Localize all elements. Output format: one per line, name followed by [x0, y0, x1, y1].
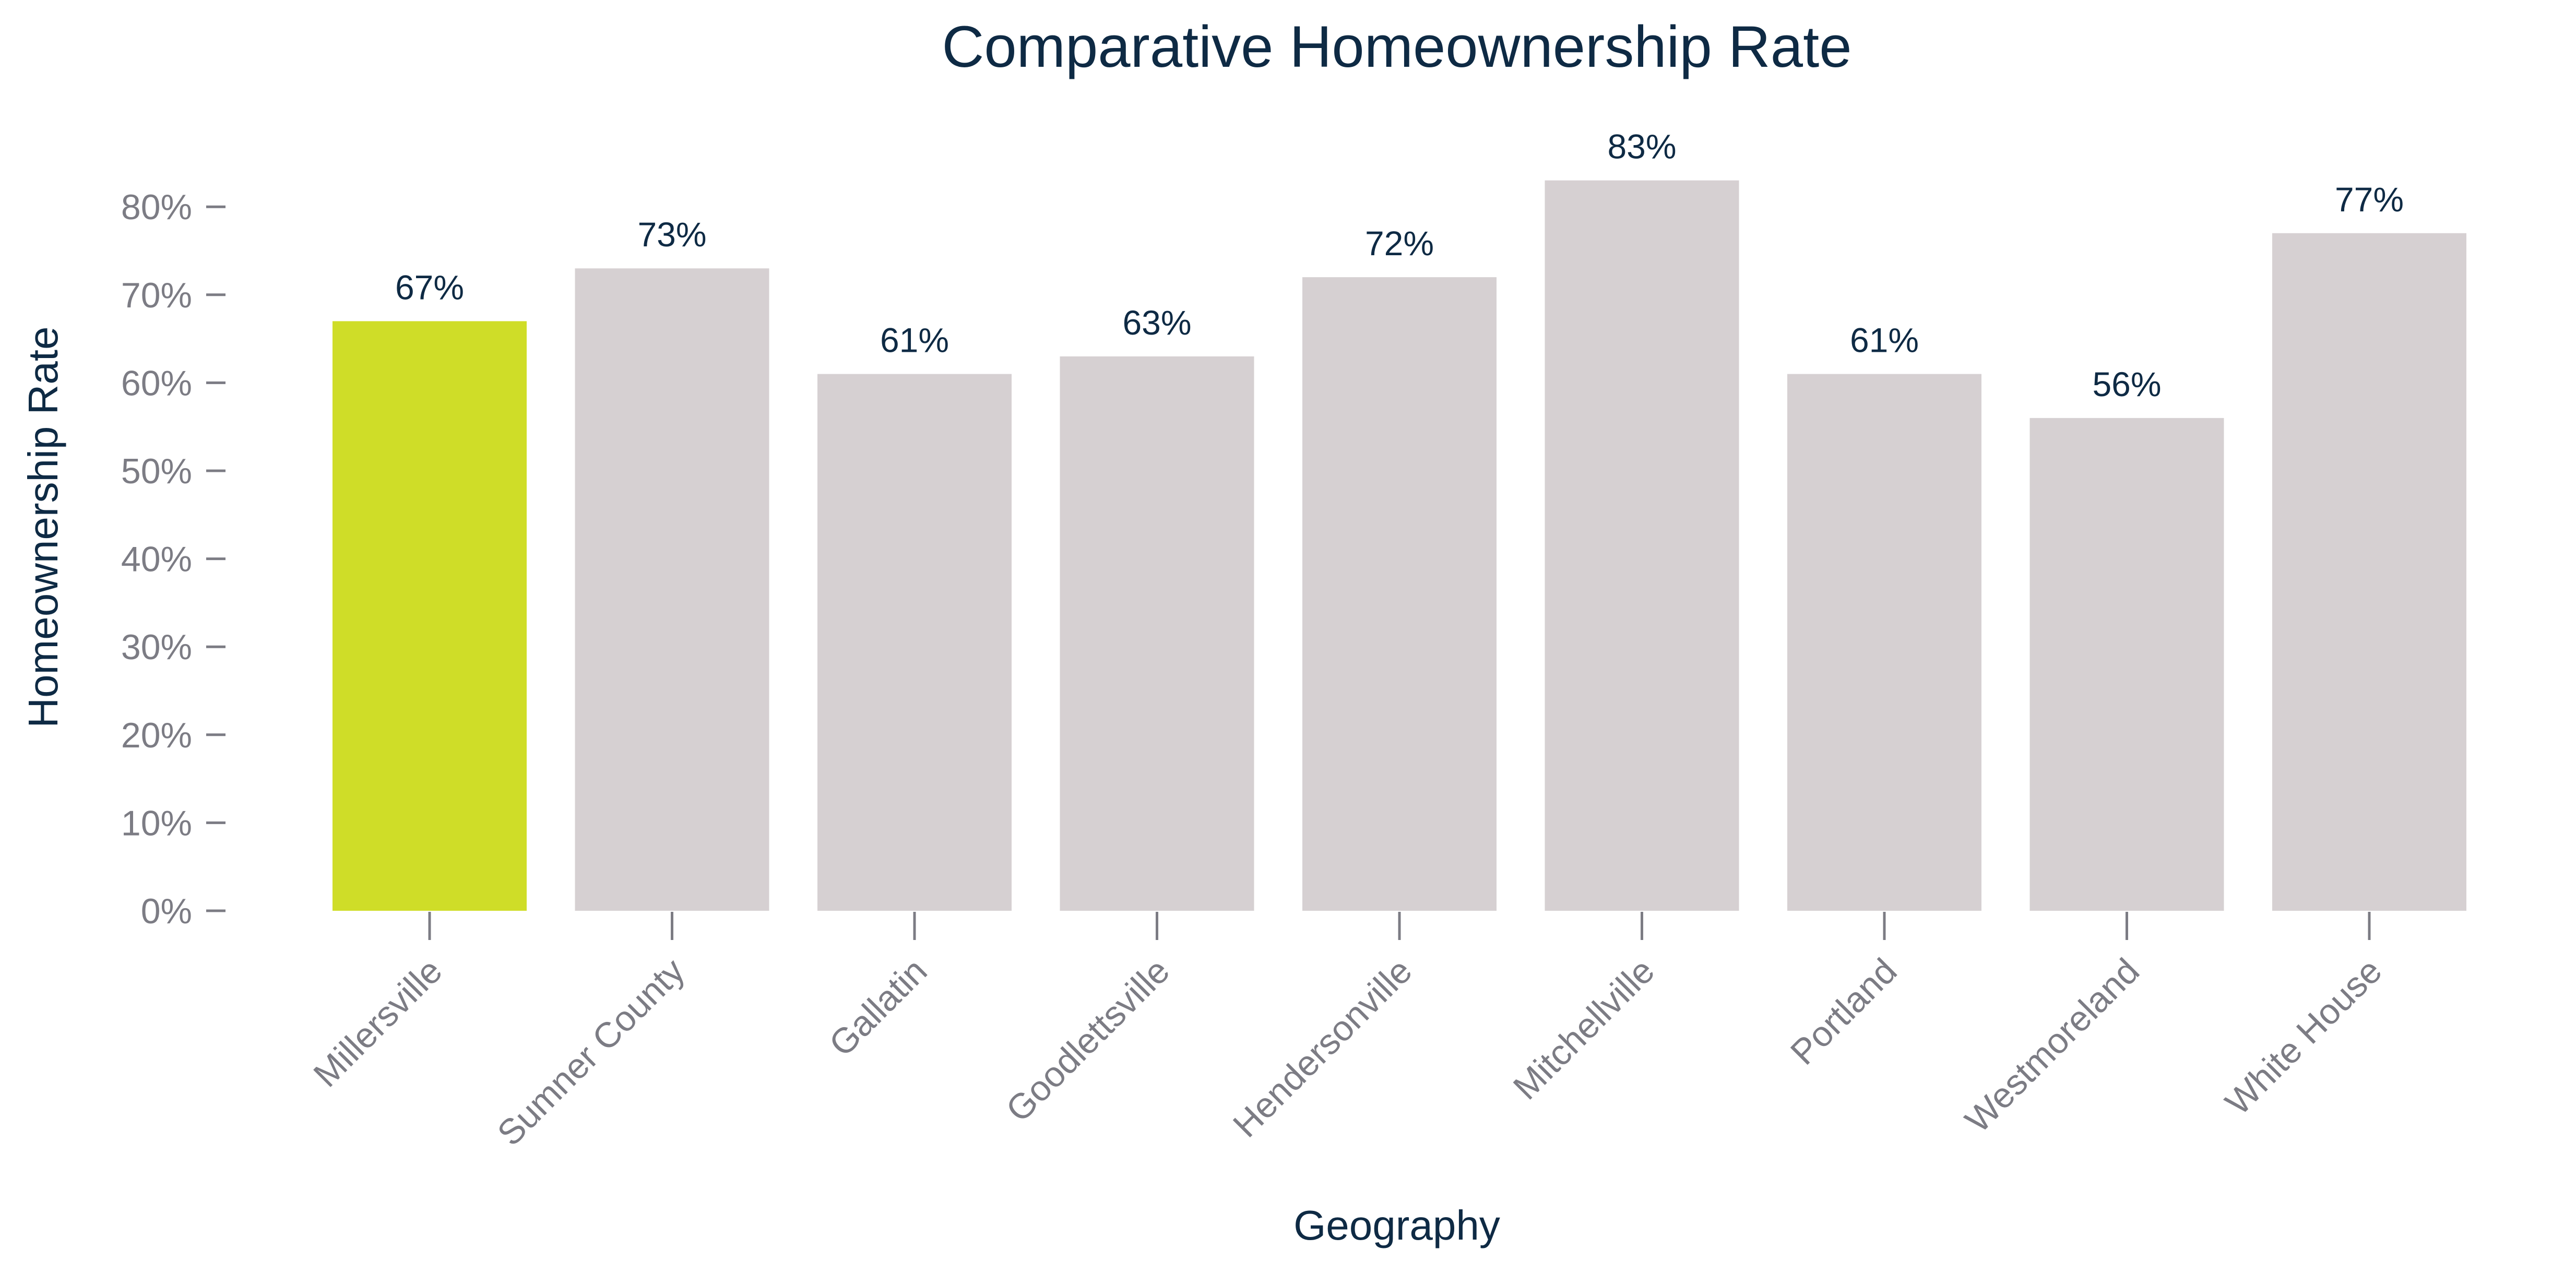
x-tick-label: Westmoreland: [1957, 951, 2147, 1140]
x-tick-label: Gallatin: [822, 951, 935, 1064]
bar-millersville: [333, 321, 527, 911]
y-tick-label: 60%: [121, 363, 192, 403]
data-labels-group: 67% 73% 61% 63% 72% 83% 61% 56% 77%: [395, 127, 2404, 403]
data-label: 61%: [1850, 321, 1919, 360]
bar-portland: [1787, 374, 1981, 911]
y-tick-label: 0%: [141, 891, 192, 931]
bars-group: [333, 180, 2466, 911]
data-label: 67%: [395, 268, 464, 306]
data-label: 63%: [1122, 303, 1191, 342]
data-label: 83%: [1607, 127, 1676, 166]
y-tick-label: 30%: [121, 627, 192, 667]
x-tick-label: Portland: [1783, 951, 1905, 1073]
bar-westmoreland: [2029, 418, 2224, 911]
bar-hendersonville: [1302, 277, 1497, 911]
bar-white-house: [2272, 233, 2466, 911]
x-axis: Millersville Sumner County Gallatin Goodlet…: [306, 912, 2390, 1153]
y-tick-label: 40%: [121, 540, 192, 579]
x-tick-label: Millersville: [306, 951, 449, 1094]
chart-title: Comparative Homeownership Rate: [942, 14, 1852, 79]
y-axis-label: Homeownership Rate: [20, 326, 66, 728]
y-tick-label: 20%: [121, 716, 192, 755]
bar-goodlettsville: [1060, 356, 1254, 911]
data-label: 72%: [1365, 224, 1434, 263]
x-tick-label: Mitchellville: [1506, 951, 1663, 1108]
x-tick-label: Hendersonville: [1226, 951, 1420, 1145]
x-axis-label: Geography: [1293, 1202, 1500, 1248]
data-label: 73%: [637, 215, 706, 254]
y-tick-label: 80%: [121, 187, 192, 227]
bar-mitchellville: [1545, 180, 1739, 911]
data-label: 61%: [880, 321, 949, 360]
x-tick-label: Goodlettsville: [999, 951, 1177, 1129]
y-tick-label: 70%: [121, 276, 192, 315]
bar-gallatin: [817, 374, 1012, 911]
data-label: 77%: [2335, 180, 2404, 219]
bar-sumner-county: [575, 268, 769, 911]
y-tick-label: 10%: [121, 803, 192, 843]
x-tick-label: Sumner County: [490, 951, 692, 1153]
data-label: 56%: [2092, 365, 2161, 403]
y-tick-label: 50%: [121, 451, 192, 491]
x-tick-label: White House: [2218, 951, 2390, 1123]
y-axis: 0% 10% 20% 30% 40% 50% 60% 70% 80%: [121, 187, 225, 931]
